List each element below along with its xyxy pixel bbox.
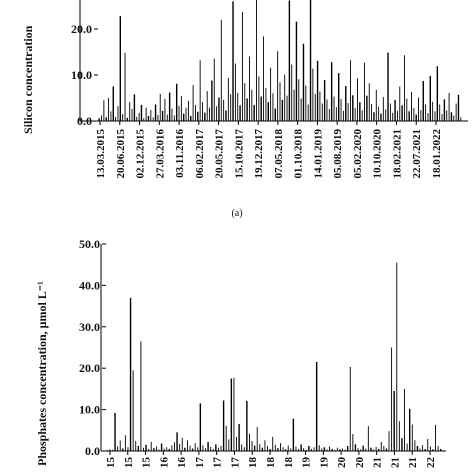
x-tick-label: 07.05.2018 xyxy=(273,129,285,179)
x-tick-label: 19 xyxy=(301,457,313,469)
y-tick-label: 0.0 xyxy=(85,444,100,458)
y-tick-label: 0.0 xyxy=(77,114,92,128)
x-tick-label: 19 xyxy=(318,457,330,469)
phosphates-x-ticks: 15 15 15 16 16 17 17 17 18 18 18 19 19 20 20 21 21 21 22 xyxy=(105,451,437,468)
y-tick-label: 10.0 xyxy=(79,403,100,417)
x-tick-label: 22 xyxy=(425,457,437,469)
x-tick-label: 22.07.2021 xyxy=(411,129,423,179)
silicon-y-ticks: 0.0 10.0 20.0 xyxy=(71,22,98,128)
panel-label-a: (a) xyxy=(231,208,242,219)
x-tick-label: 01.10.2018 xyxy=(293,129,305,179)
y-tick-label: 30.0 xyxy=(79,320,100,334)
x-tick-label: 18.02.2021 xyxy=(392,129,404,179)
x-tick-label: 21 xyxy=(407,457,419,468)
silicon-y-axis-label: Silicon concentration xyxy=(21,25,35,134)
x-tick-label: 13.03.2015 xyxy=(95,129,107,179)
x-tick-label: 20.06.2015 xyxy=(115,129,127,179)
x-tick-label: 15.10.2017 xyxy=(233,129,245,179)
x-tick-label: 18 xyxy=(247,457,259,469)
x-tick-label: 27.03.2016 xyxy=(154,129,166,179)
x-tick-label: 15 xyxy=(141,457,153,469)
y-tick-label: 10.0 xyxy=(71,68,92,82)
x-tick-label: 16 xyxy=(158,457,170,469)
phosphates-chart: 0.0 10.0 20.0 30.0 40.0 50.0 15 15 15 16 16 17 17 17… xyxy=(35,237,446,468)
x-tick-label: 20 xyxy=(354,457,366,469)
x-tick-label: 15 xyxy=(123,457,135,469)
x-tick-label: 18 xyxy=(265,457,277,469)
x-tick-label: 14.01.2019 xyxy=(312,129,324,179)
y-tick-label: 40.0 xyxy=(79,278,100,292)
x-tick-label: 21 xyxy=(372,457,384,468)
x-tick-label: 21 xyxy=(389,457,401,468)
x-tick-label: 20.05.2017 xyxy=(214,129,226,179)
x-tick-label: 03.11.2016 xyxy=(174,129,186,178)
phosphates-y-axis-label: Phosphates concentration, μmol L⁻¹ xyxy=(35,281,49,466)
phosphates-bars xyxy=(106,262,442,451)
x-tick-label: 06.02.2017 xyxy=(194,129,206,179)
y-tick-label: 20.0 xyxy=(71,22,92,36)
x-tick-label: 17 xyxy=(212,457,224,469)
x-tick-label: 18.01.2022 xyxy=(431,129,443,179)
x-tick-label: 17 xyxy=(194,457,206,469)
x-tick-label: 19.12.2017 xyxy=(253,129,265,179)
y-tick-label: 20.0 xyxy=(79,361,100,375)
x-tick-label: 15 xyxy=(105,457,117,469)
silicon-bars xyxy=(98,0,462,121)
x-tick-label: 20 xyxy=(336,457,348,469)
y-tick-label: 50.0 xyxy=(79,237,100,251)
x-tick-label: 18 xyxy=(283,457,295,469)
silicon-x-ticks: 13.03.2015 20.06.2015 02.12.2015 27.03.2016… xyxy=(95,121,443,179)
phosphates-y-ticks: 0.0 10.0 20.0 30.0 40.0 50.0 xyxy=(79,237,106,458)
x-tick-label: 05.02.2020 xyxy=(352,129,364,179)
silicon-chart: 0.0 10.0 20.0 13.03.2015 20.06.2015 02.12.20… xyxy=(21,0,468,219)
x-tick-label: 10.10.2020 xyxy=(372,129,384,179)
x-tick-label: 16 xyxy=(176,457,188,469)
x-tick-label: 02.12.2015 xyxy=(135,129,147,179)
x-tick-label: 05.08.2019 xyxy=(332,129,344,179)
x-tick-label: 17 xyxy=(229,457,241,469)
